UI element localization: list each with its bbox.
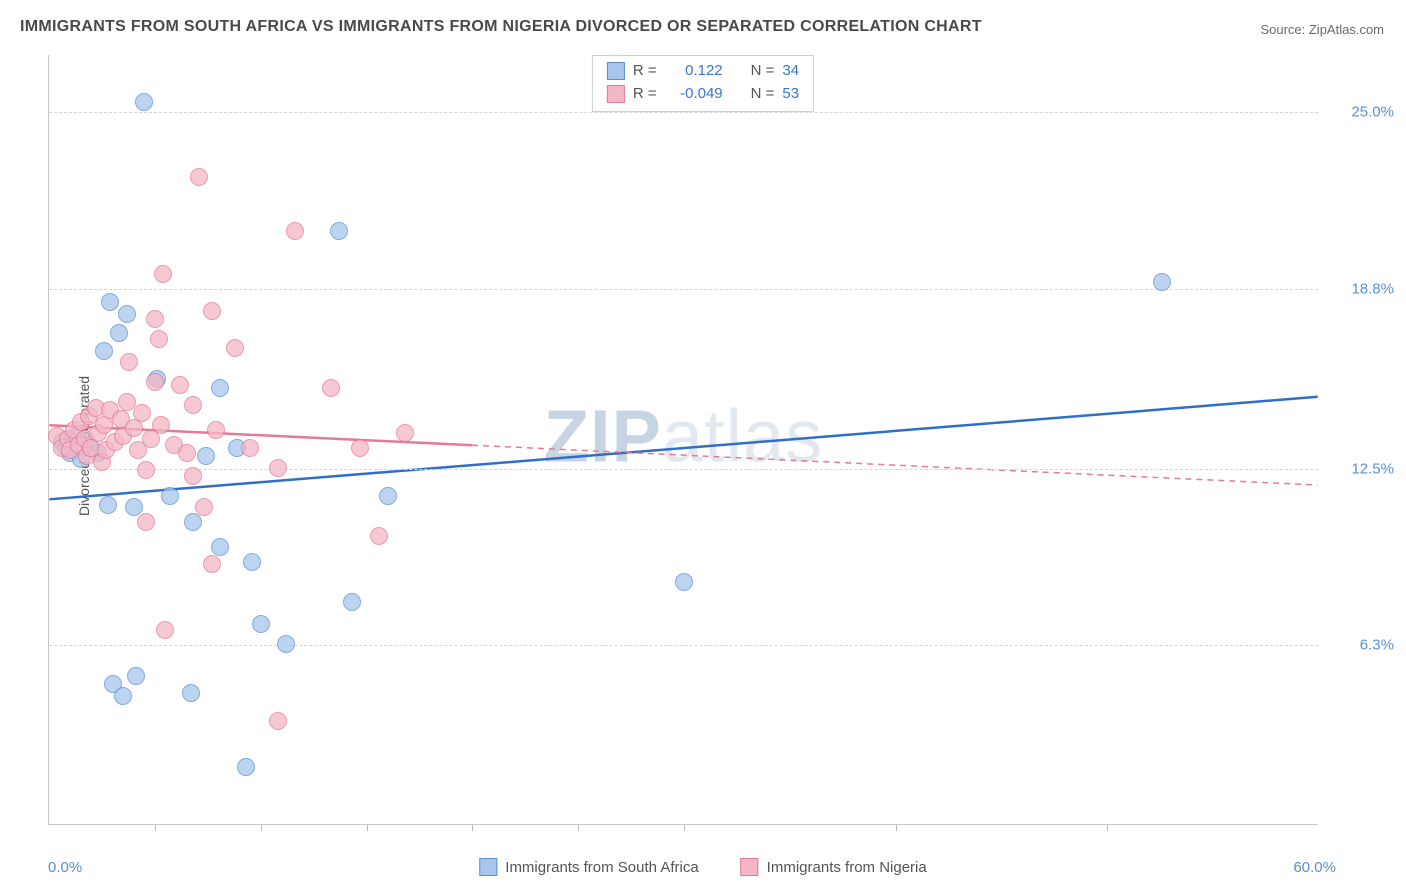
scatter-point	[146, 310, 164, 328]
scatter-point	[269, 712, 287, 730]
scatter-point	[137, 513, 155, 531]
scatter-point	[207, 421, 225, 439]
scatter-point	[95, 342, 113, 360]
scatter-point	[396, 424, 414, 442]
scatter-point	[178, 444, 196, 462]
gridline	[49, 645, 1318, 646]
scatter-point	[195, 498, 213, 516]
y-tick-label: 6.3%	[1360, 637, 1394, 654]
gridline	[49, 289, 1318, 290]
scatter-point	[118, 305, 136, 323]
scatter-point	[120, 353, 138, 371]
scatter-point	[211, 538, 229, 556]
n-label: N =	[751, 60, 775, 83]
gridline	[49, 469, 1318, 470]
correlation-legend: R = 0.122 N = 34 R = -0.049 N = 53	[592, 55, 814, 112]
scatter-point	[286, 222, 304, 240]
legend-swatch	[607, 85, 625, 103]
legend-item: Immigrants from South Africa	[479, 858, 698, 876]
scatter-point	[203, 302, 221, 320]
n-value: 34	[782, 60, 799, 83]
n-value: 53	[782, 83, 799, 106]
scatter-point	[351, 439, 369, 457]
legend-swatch	[741, 858, 759, 876]
scatter-point	[99, 496, 117, 514]
legend-swatch	[607, 62, 625, 80]
scatter-point	[156, 621, 174, 639]
y-tick-label: 12.5%	[1351, 460, 1394, 477]
scatter-point	[127, 667, 145, 685]
chart-title: IMMIGRANTS FROM SOUTH AFRICA VS IMMIGRAN…	[20, 18, 982, 36]
scatter-point	[152, 416, 170, 434]
x-tick-mark	[261, 824, 262, 831]
scatter-point	[114, 687, 132, 705]
scatter-point	[330, 222, 348, 240]
scatter-point	[184, 396, 202, 414]
scatter-point	[161, 487, 179, 505]
watermark-suffix: atlas	[662, 394, 823, 477]
gridline	[49, 112, 1318, 113]
scatter-point	[252, 615, 270, 633]
x-tick-mark	[1107, 824, 1108, 831]
scatter-point	[137, 461, 155, 479]
legend-swatch	[479, 858, 497, 876]
scatter-point	[241, 439, 259, 457]
x-tick-mark	[684, 824, 685, 831]
scatter-point	[243, 553, 261, 571]
scatter-point	[146, 373, 164, 391]
legend-item: Immigrants from Nigeria	[741, 858, 927, 876]
scatter-point	[101, 293, 119, 311]
r-value: 0.122	[665, 60, 723, 83]
scatter-point	[150, 330, 168, 348]
scatter-point	[237, 758, 255, 776]
scatter-point	[197, 447, 215, 465]
n-label: N =	[751, 83, 775, 106]
x-tick-mark	[472, 824, 473, 831]
scatter-point	[277, 635, 295, 653]
r-label: R =	[633, 60, 657, 83]
scatter-point	[211, 379, 229, 397]
scatter-point	[203, 555, 221, 573]
plot-area: ZIPatlas	[48, 55, 1318, 825]
scatter-point	[226, 339, 244, 357]
scatter-point	[675, 573, 693, 591]
scatter-point	[1153, 273, 1171, 291]
correlation-legend-row: R = -0.049 N = 53	[607, 83, 799, 106]
scatter-point	[182, 684, 200, 702]
legend-label: Immigrants from South Africa	[505, 859, 698, 876]
y-tick-label: 18.8%	[1351, 280, 1394, 297]
x-tick-mark	[896, 824, 897, 831]
r-label: R =	[633, 83, 657, 106]
watermark-prefix: ZIP	[544, 394, 662, 477]
watermark: ZIPatlas	[544, 393, 823, 478]
scatter-point	[370, 527, 388, 545]
scatter-point	[379, 487, 397, 505]
scatter-point	[171, 376, 189, 394]
x-axis-start-label: 0.0%	[48, 859, 82, 876]
x-axis-end-label: 60.0%	[1293, 859, 1336, 876]
scatter-point	[343, 593, 361, 611]
scatter-point	[135, 93, 153, 111]
scatter-point	[133, 404, 151, 422]
scatter-point	[322, 379, 340, 397]
source-attribution: Source: ZipAtlas.com	[1260, 22, 1384, 37]
scatter-point	[110, 324, 128, 342]
scatter-point	[184, 467, 202, 485]
correlation-legend-row: R = 0.122 N = 34	[607, 60, 799, 83]
scatter-point	[154, 265, 172, 283]
y-tick-label: 25.0%	[1351, 104, 1394, 121]
x-tick-mark	[367, 824, 368, 831]
scatter-point	[269, 459, 287, 477]
r-value: -0.049	[665, 83, 723, 106]
scatter-point	[190, 168, 208, 186]
x-tick-mark	[578, 824, 579, 831]
series-legend: Immigrants from South Africa Immigrants f…	[479, 858, 926, 876]
legend-label: Immigrants from Nigeria	[767, 859, 927, 876]
x-tick-mark	[155, 824, 156, 831]
